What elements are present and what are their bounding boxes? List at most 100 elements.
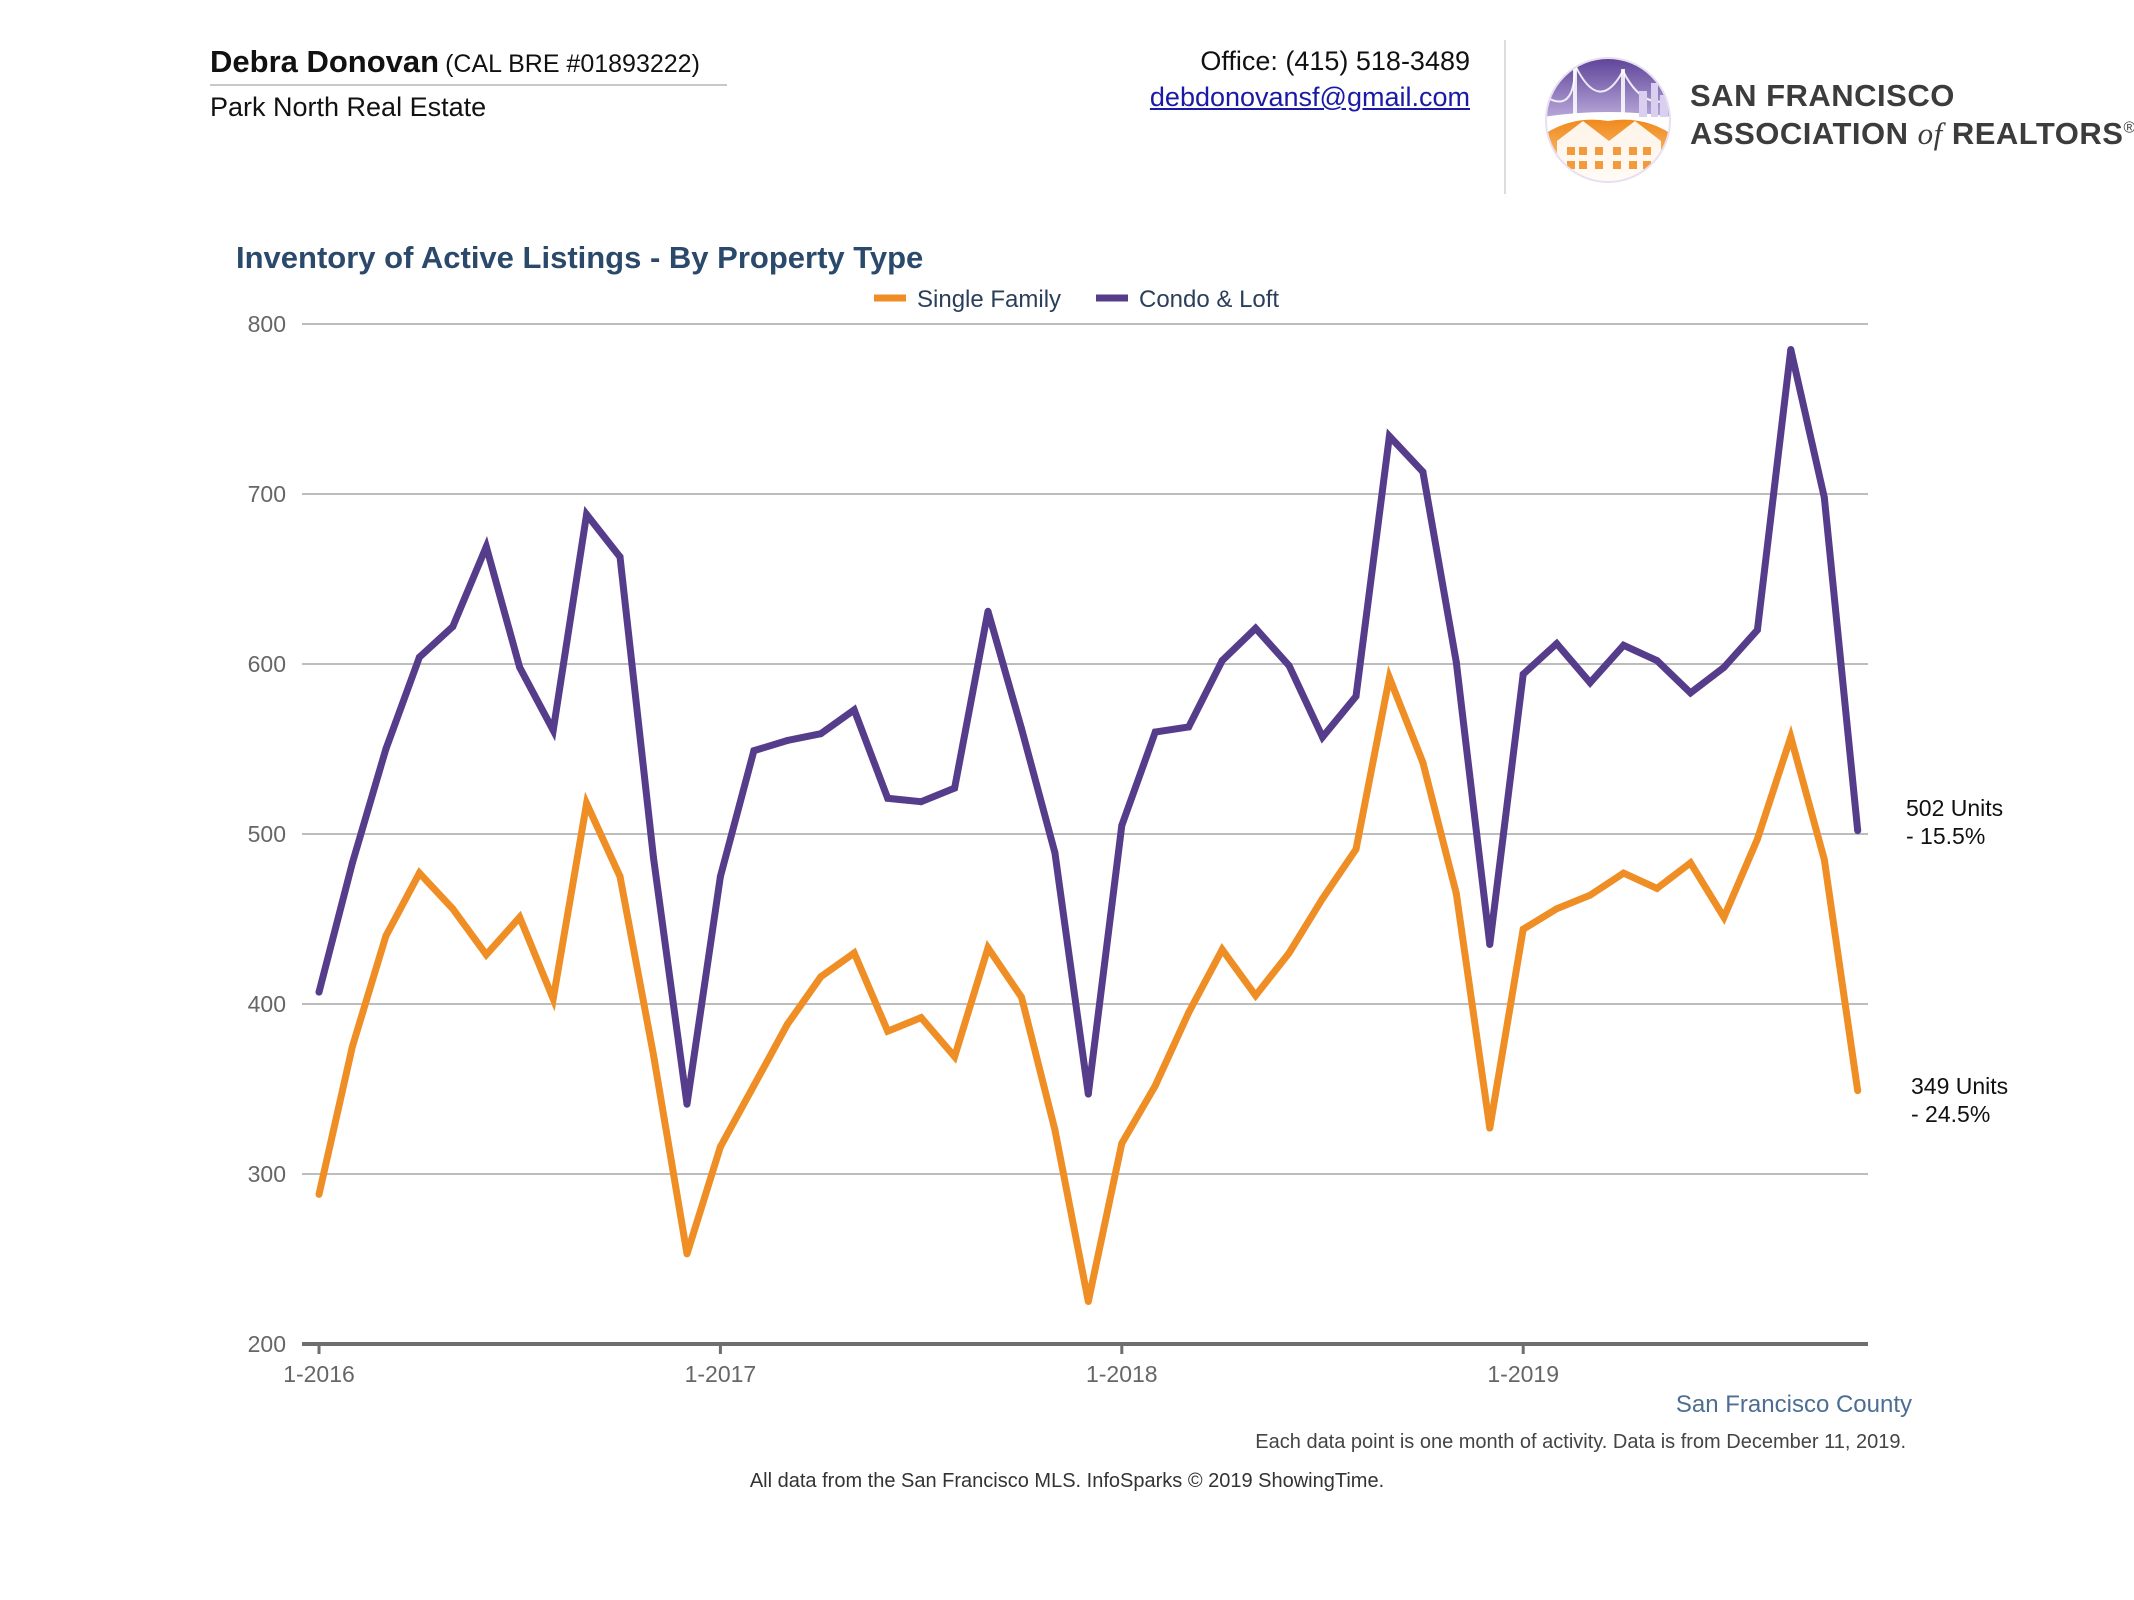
data-point: [984, 944, 992, 952]
chart-title: Inventory of Active Listings - By Proper…: [236, 240, 923, 275]
data-point: [1151, 728, 1159, 736]
data-point: [683, 1250, 691, 1258]
data-point: [1586, 891, 1594, 899]
data-point: [1854, 827, 1862, 835]
data-point: [1084, 1298, 1092, 1305]
region-label: San Francisco County: [1676, 1391, 1912, 1418]
header-divider: [1504, 40, 1506, 194]
chart-note: Each data point is one month of activity…: [1255, 1431, 1906, 1453]
data-point: [1285, 949, 1293, 957]
x-tick-label: 1-2017: [685, 1361, 757, 1387]
data-point: [549, 726, 557, 734]
brokerage-name: Park North Real Estate: [210, 92, 487, 122]
data-point: [1653, 884, 1661, 892]
data-point: [1252, 992, 1260, 999]
data-point: [750, 747, 758, 755]
data-point: [1051, 1126, 1059, 1134]
data-point: [1051, 849, 1059, 857]
data-point: [382, 745, 390, 753]
y-tick-label: 700: [248, 481, 286, 507]
end-label-condo: 502 Units - 15.5%: [1906, 795, 2003, 849]
data-point: [1352, 845, 1360, 853]
data-point: [683, 1100, 691, 1108]
data-point: [1017, 725, 1025, 733]
series-points-single-family: [315, 674, 1862, 1305]
data-point: [1620, 641, 1628, 649]
data-point: [348, 1043, 356, 1050]
data-point: [1218, 946, 1226, 954]
data-point: [1753, 835, 1761, 843]
y-tick-label: 500: [248, 821, 286, 847]
legend-label-single-family: Single Family: [917, 286, 1061, 313]
data-point: [1419, 759, 1427, 767]
end-label-sf-change: - 24.5%: [1911, 1101, 1990, 1127]
data-point: [616, 553, 624, 561]
data-point: [951, 1053, 959, 1061]
series-points-condo-loft: [315, 346, 1862, 1108]
agent-name: Debra Donovan (CAL BRE #01893222): [210, 44, 700, 80]
office-phone: Office: (415) 518-3489: [1200, 46, 1470, 76]
data-point: [650, 1051, 657, 1059]
data-point: [951, 784, 959, 792]
y-tick-label: 800: [248, 311, 286, 337]
y-tick-label: 400: [248, 991, 286, 1017]
data-point: [1118, 1139, 1126, 1147]
data-point: [1352, 692, 1360, 700]
data-point: [1519, 925, 1527, 933]
data-point: [1218, 657, 1226, 665]
data-point: [1118, 822, 1126, 829]
data-point: [1653, 657, 1661, 665]
data-point: [1553, 640, 1561, 648]
data-point: [1452, 890, 1460, 897]
chart-source: All data from the San Francisco MLS. Inf…: [750, 1470, 1384, 1492]
data-point: [1586, 679, 1594, 687]
data-point: [1385, 432, 1393, 440]
y-tick-label: 300: [248, 1161, 286, 1187]
logo-text-line1: SAN FRANCISCO: [1690, 78, 1955, 113]
logo-text-of: of: [1917, 116, 1943, 151]
data-point: [449, 905, 457, 913]
data-point: [716, 1143, 724, 1151]
data-point: [917, 1014, 925, 1022]
legend-label-condo-loft: Condo & Loft: [1139, 286, 1279, 313]
y-tick-label: 600: [248, 651, 286, 677]
data-point: [884, 794, 892, 802]
data-point: [850, 949, 858, 957]
data-point: [583, 799, 591, 807]
data-point: [1084, 1090, 1092, 1098]
data-point: [1385, 674, 1393, 682]
data-point: [315, 1190, 323, 1198]
data-point: [783, 1020, 791, 1028]
y-axis-ticks: 200 300 400 500 600 700 800: [248, 311, 286, 1357]
data-point: [1017, 993, 1025, 1001]
x-tick-label: 1-2016: [283, 1361, 355, 1387]
data-point: [1686, 689, 1694, 697]
data-point: [315, 988, 323, 996]
data-point: [1419, 468, 1427, 476]
end-label-single-family: 349 Units - 24.5%: [1911, 1073, 2008, 1127]
logo-registered-mark: ®: [2123, 119, 2134, 137]
data-point: [1185, 723, 1193, 731]
data-point: [1319, 733, 1326, 741]
data-point: [716, 873, 724, 880]
agent-name-text: Debra Donovan: [210, 44, 440, 79]
data-point: [1486, 1124, 1494, 1132]
data-point: [1252, 624, 1260, 632]
data-point: [348, 859, 356, 867]
data-point: [1720, 663, 1728, 671]
data-point: [1854, 1087, 1862, 1095]
email-link[interactable]: debdonovansf@gmail.com: [1149, 82, 1470, 112]
data-point: [850, 706, 858, 714]
data-point: [1620, 869, 1628, 877]
data-point: [616, 873, 624, 880]
chart-legend: Single Family Condo & Loft: [874, 286, 1279, 313]
logo-text-line2: ASSOCIATION of REALTORS®: [1690, 116, 2134, 152]
agent-name-underline: [210, 84, 727, 86]
data-point: [817, 973, 825, 981]
data-point: [750, 1082, 758, 1090]
data-point: [984, 607, 992, 615]
data-point: [516, 913, 524, 921]
logo-text-association: ASSOCIATION: [1690, 116, 1918, 151]
data-point: [1553, 905, 1561, 913]
data-point: [1151, 1082, 1159, 1090]
